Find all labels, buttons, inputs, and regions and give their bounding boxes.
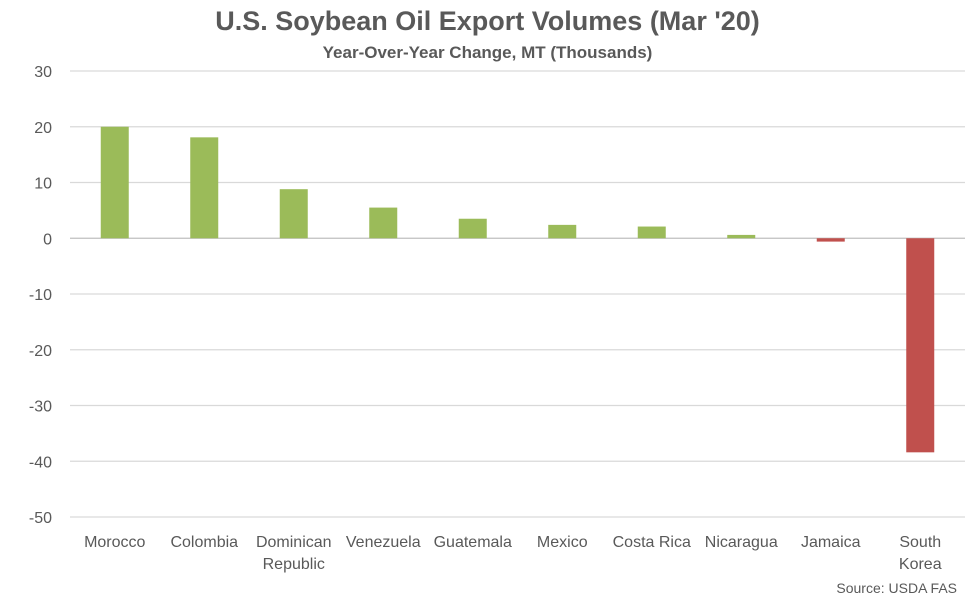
x-tick-label: Morocco	[84, 534, 145, 551]
bar	[637, 226, 666, 239]
x-tick-label: Colombia	[170, 534, 238, 551]
y-tick-label: 20	[34, 120, 52, 137]
bar	[279, 189, 308, 239]
x-tick-label: Nicaragua	[705, 534, 778, 551]
y-tick-label: -20	[29, 343, 52, 360]
x-tick-label: Guatemala	[434, 534, 512, 551]
chart-title: U.S. Soybean Oil Export Volumes (Mar '20…	[215, 6, 760, 36]
bar	[100, 126, 129, 239]
y-tick-label: -50	[29, 510, 52, 527]
x-tick-label: Costa Rica	[613, 534, 691, 551]
x-tick-label: South Korea	[899, 534, 942, 573]
y-tick-label: 30	[34, 64, 52, 81]
y-tick-label: -30	[29, 399, 52, 416]
bar	[548, 224, 577, 239]
bar	[906, 238, 935, 453]
y-tick-label: 0	[43, 231, 52, 248]
x-tick-label: Jamaica	[801, 534, 861, 551]
bar	[458, 218, 487, 239]
chart-subtitle: Year-Over-Year Change, MT (Thousands)	[322, 43, 653, 62]
bar	[816, 238, 845, 242]
bar	[369, 207, 398, 239]
x-tick-label: Mexico	[537, 534, 588, 551]
y-tick-label: -40	[29, 454, 52, 471]
x-tick-label: Venezuela	[346, 534, 421, 551]
x-tick-label: Dominican Republic	[256, 534, 332, 573]
bar	[727, 234, 756, 239]
source-note: Source: USDA FAS	[836, 580, 957, 596]
y-tick-label: -10	[29, 287, 52, 304]
bar	[190, 137, 219, 239]
y-tick-label: 10	[34, 176, 52, 193]
